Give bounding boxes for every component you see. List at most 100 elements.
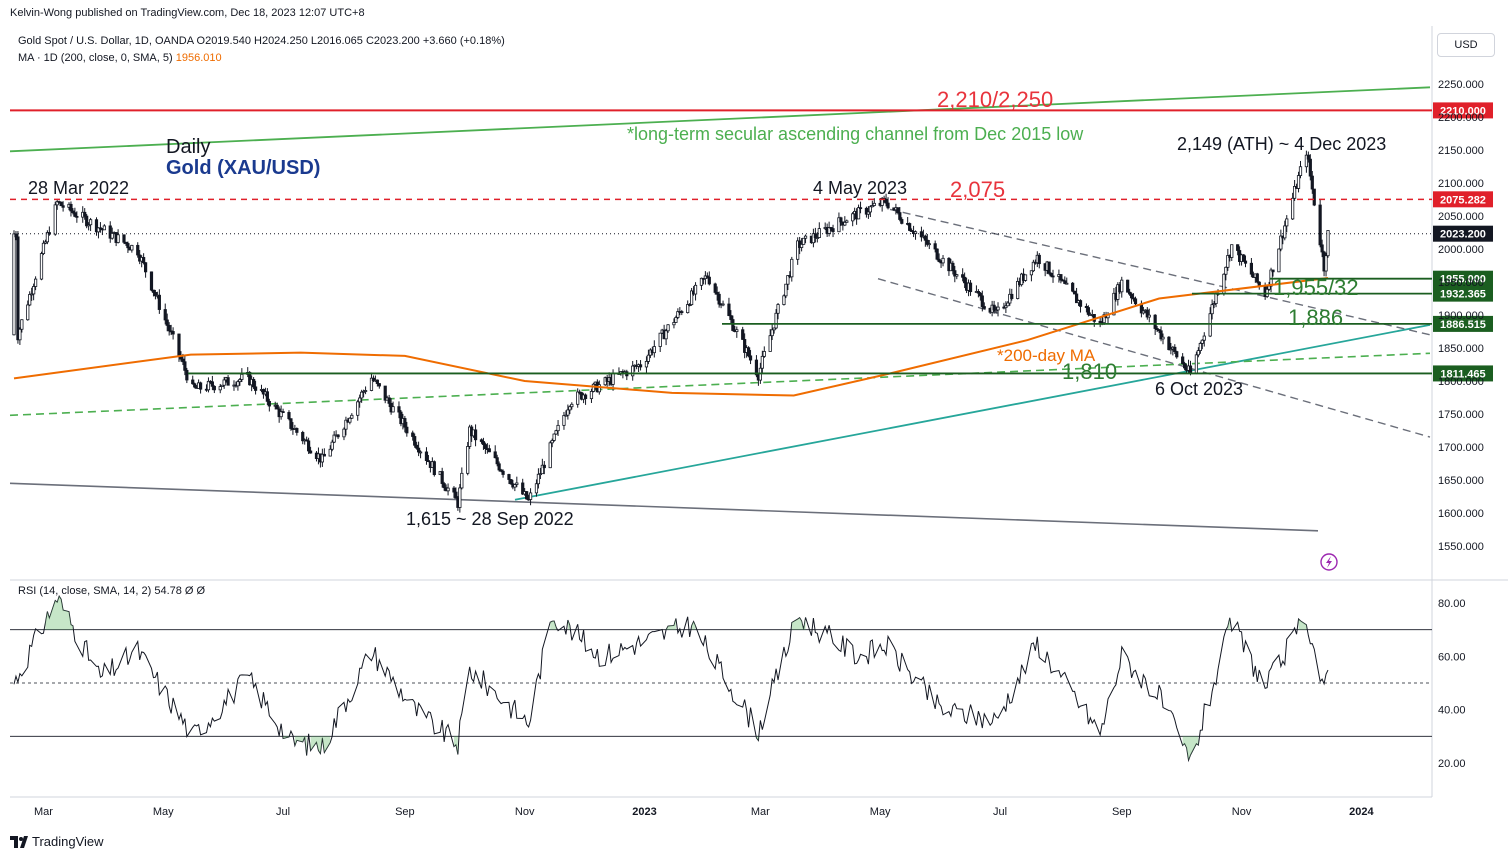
candle bbox=[1102, 311, 1106, 325]
support-1886-label: 1,886 bbox=[1288, 305, 1343, 330]
candle bbox=[851, 211, 855, 227]
candle bbox=[336, 434, 340, 439]
candle bbox=[1098, 317, 1102, 328]
candle bbox=[41, 240, 46, 256]
time-tick-label: May bbox=[870, 806, 891, 818]
candle bbox=[1308, 154, 1312, 181]
candle bbox=[1322, 250, 1326, 277]
candle bbox=[717, 291, 721, 308]
ma-legend[interactable]: MA · 1D (200, close, 0, SMA, 5) 1956.010 bbox=[18, 52, 222, 64]
candle bbox=[525, 491, 529, 500]
candle bbox=[43, 239, 48, 245]
candle bbox=[939, 260, 943, 268]
tradingview-footer[interactable]: TradingView bbox=[10, 834, 104, 849]
candle bbox=[171, 327, 175, 340]
candle bbox=[53, 201, 57, 236]
tradingview-brand: TradingView bbox=[32, 834, 104, 849]
candle bbox=[1049, 272, 1053, 278]
rsi-oversold-fill bbox=[756, 736, 759, 741]
candle bbox=[568, 405, 572, 415]
candle bbox=[538, 467, 542, 480]
candle bbox=[841, 221, 845, 231]
candle bbox=[988, 307, 992, 315]
candle bbox=[151, 289, 156, 297]
candle bbox=[678, 307, 682, 316]
candle bbox=[906, 216, 910, 226]
candle bbox=[334, 430, 338, 437]
candle bbox=[745, 345, 749, 358]
candle bbox=[1230, 244, 1234, 261]
candle bbox=[100, 227, 104, 236]
candle bbox=[1129, 292, 1134, 304]
candle bbox=[762, 346, 766, 358]
candle bbox=[165, 313, 169, 332]
ath-label: 2,149 (ATH) ~ 4 Dec 2023 bbox=[1177, 134, 1386, 154]
candle bbox=[287, 410, 291, 421]
candle bbox=[383, 385, 387, 404]
candle bbox=[210, 375, 214, 391]
candle bbox=[878, 198, 882, 208]
rsi-legend[interactable]: RSI (14, close, SMA, 14, 2) 54.78 Ø Ø bbox=[18, 585, 206, 597]
candle bbox=[528, 488, 533, 506]
candle bbox=[595, 379, 599, 393]
candle bbox=[197, 379, 201, 389]
candle bbox=[208, 380, 213, 385]
candle bbox=[1016, 277, 1020, 300]
rsi-line bbox=[13, 595, 1329, 763]
currency-selector[interactable]: USD bbox=[1437, 33, 1495, 57]
candle bbox=[153, 289, 158, 300]
candle bbox=[576, 388, 580, 408]
candle bbox=[593, 381, 597, 390]
level-price-badge bbox=[1433, 365, 1493, 382]
candle bbox=[330, 439, 334, 452]
candle bbox=[1023, 274, 1028, 282]
candle bbox=[853, 207, 857, 221]
candle bbox=[183, 355, 187, 376]
candle bbox=[921, 229, 925, 239]
candle bbox=[499, 468, 503, 473]
candle bbox=[1298, 160, 1303, 179]
candle bbox=[110, 227, 114, 240]
rsi-tick-label: 40.00 bbox=[1438, 705, 1466, 717]
level-price-label: 1955.000 bbox=[1440, 274, 1486, 286]
candle bbox=[428, 461, 432, 473]
candle bbox=[896, 207, 900, 215]
rsi-tick-label: 60.00 bbox=[1438, 651, 1466, 663]
candle bbox=[941, 255, 945, 267]
candle bbox=[691, 286, 696, 296]
candle bbox=[968, 280, 973, 296]
candle bbox=[992, 300, 996, 314]
candle bbox=[1112, 288, 1116, 316]
candle bbox=[438, 471, 442, 476]
candle bbox=[1131, 293, 1136, 302]
level-price-badge bbox=[1433, 102, 1493, 119]
candle bbox=[536, 468, 541, 489]
candle bbox=[387, 394, 391, 408]
candle bbox=[252, 377, 256, 389]
candle bbox=[1194, 351, 1199, 375]
secular-channel-upper bbox=[9, 86, 1431, 153]
candle bbox=[892, 207, 896, 211]
candle bbox=[705, 272, 709, 279]
candle bbox=[114, 232, 118, 247]
candle bbox=[1253, 273, 1257, 283]
candle bbox=[994, 306, 998, 314]
candle bbox=[1257, 281, 1261, 290]
candle bbox=[1320, 239, 1324, 258]
candle bbox=[181, 353, 185, 366]
symbol-legend[interactable]: Gold Spot / U.S. Dollar, 1D, OANDA O2019… bbox=[18, 35, 505, 47]
candle bbox=[982, 302, 986, 310]
candle bbox=[1167, 336, 1171, 351]
candle bbox=[142, 253, 146, 265]
price-tick-label: 1550.000 bbox=[1438, 541, 1484, 553]
time-tick-label: Mar bbox=[751, 806, 770, 818]
candle bbox=[611, 369, 615, 391]
candle bbox=[1279, 229, 1283, 252]
candle bbox=[951, 260, 955, 275]
candle bbox=[1073, 290, 1077, 295]
candle bbox=[39, 251, 44, 281]
candle bbox=[1184, 364, 1189, 373]
candle bbox=[377, 383, 381, 389]
candle bbox=[644, 356, 649, 374]
